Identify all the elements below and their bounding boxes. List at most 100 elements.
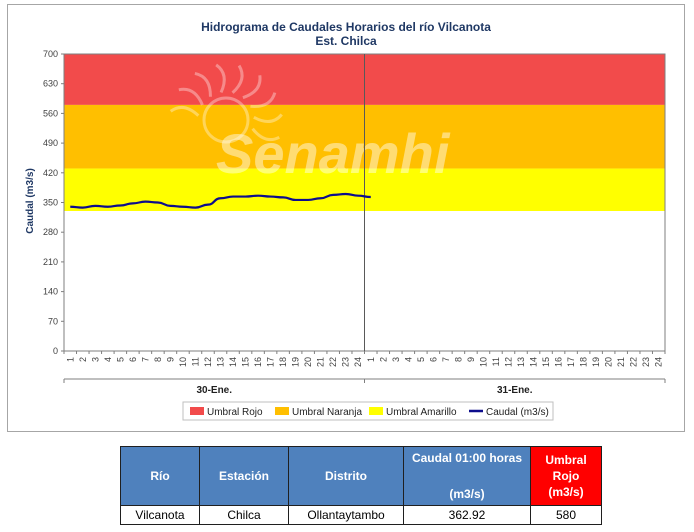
table-row: Vilcanota Chilca Ollantaytambo 362.92 58… — [120, 505, 602, 525]
header-distrito: Distrito — [288, 446, 404, 506]
y-tick-label: 0 — [53, 346, 58, 356]
y-tick-label: 490 — [43, 138, 58, 148]
header-umbral-line2: Rojo — [552, 469, 580, 483]
x-tick-label: 24 — [353, 357, 363, 367]
x-tick-label: 18 — [579, 357, 589, 367]
x-tick-label: 6 — [128, 357, 138, 362]
x-tick-label: 5 — [115, 357, 125, 362]
header-caudal: Caudal 01:00 horas (m3/s) — [403, 446, 531, 506]
x-tick-label: 3 — [391, 357, 401, 362]
cell-rio: Vilcanota — [120, 505, 200, 525]
y-tick-label: 630 — [43, 79, 58, 89]
x-tick-label: 23 — [641, 357, 651, 367]
y-tick-label: 280 — [43, 227, 58, 237]
day-label: 31-Ene. — [497, 385, 533, 396]
x-tick-label: 11 — [190, 357, 200, 366]
x-tick-label: 10 — [478, 357, 488, 367]
x-tick-label: 19 — [591, 357, 601, 367]
y-axis-title: Caudal (m3/s) — [25, 168, 36, 234]
legend-label: Umbral Naranja — [292, 407, 362, 418]
x-tick-label: 2 — [378, 357, 388, 362]
watermark-ray — [178, 87, 204, 106]
x-tick-label: 3 — [90, 357, 100, 362]
series-line-caudal — [70, 192, 371, 209]
x-tick-label: 20 — [303, 357, 313, 367]
y-tick-label: 140 — [43, 287, 58, 297]
watermark-ray — [242, 75, 262, 100]
header-caudal-line1: Caudal 01:00 horas — [411, 451, 523, 465]
x-tick-label: 17 — [566, 357, 576, 367]
x-tick-label: 16 — [253, 357, 263, 367]
y-tick-label: 420 — [43, 168, 58, 178]
chart-title: Hidrograma de Caudales Horarios del río … — [201, 20, 491, 34]
x-tick-label: 9 — [466, 357, 476, 362]
x-tick-label: 18 — [278, 357, 288, 367]
cell-umbral: 580 — [530, 505, 602, 525]
watermark-ray — [231, 64, 244, 94]
x-tick-label: 9 — [165, 357, 175, 362]
header-umbral: Umbral Rojo (m3/s) — [530, 446, 602, 506]
x-tick-label: 4 — [103, 357, 113, 362]
watermark-ray — [251, 127, 280, 142]
x-tick-label: 12 — [503, 357, 513, 367]
x-tick-label: 19 — [291, 357, 301, 367]
watermark-sun-core — [202, 96, 250, 144]
legend-swatch — [275, 407, 289, 415]
x-tick-label: 5 — [416, 357, 426, 362]
header-caudal-line2: (m3/s) — [449, 487, 485, 501]
x-tick-label: 11 — [491, 357, 501, 366]
x-tick-label: 1 — [366, 357, 376, 362]
x-tick-label: 1 — [65, 357, 75, 362]
y-tick-label: 350 — [43, 198, 58, 208]
header-estacion: Estación — [199, 446, 289, 506]
x-tick-label: 15 — [541, 357, 551, 367]
day-label: 30-Ene. — [196, 385, 232, 396]
x-tick-label: 16 — [554, 357, 564, 367]
watermark-ray — [194, 71, 212, 97]
legend-label: Caudal (m3/s) — [486, 407, 549, 418]
x-tick-label: 4 — [403, 357, 413, 362]
x-tick-label: 21 — [316, 357, 326, 367]
x-tick-label: 10 — [178, 357, 188, 367]
y-tick-label: 70 — [48, 316, 58, 326]
x-tick-label: 12 — [203, 357, 213, 367]
watermark-ray — [215, 63, 226, 94]
x-tick-label: 17 — [266, 357, 276, 367]
cell-estacion: Chilca — [199, 505, 289, 525]
header-umbral-line3: (m3/s) — [548, 485, 584, 499]
watermark-ray — [250, 92, 277, 109]
x-tick-label: 7 — [441, 357, 451, 362]
x-tick-label: 24 — [654, 357, 664, 367]
header-umbral-line1: Umbral — [545, 453, 587, 467]
x-tick-label: 7 — [140, 357, 150, 362]
chart-frame: Hidrograma de Caudales Horarios del río … — [7, 4, 685, 432]
cell-caudal: 362.92 — [403, 505, 531, 525]
y-tick-label: 560 — [43, 108, 58, 118]
x-tick-label: 23 — [341, 357, 351, 367]
legend-label: Umbral Rojo — [207, 407, 263, 418]
cell-distrito: Ollantaytambo — [288, 505, 404, 525]
y-tick-label: 700 — [43, 49, 58, 59]
legend-box — [182, 401, 554, 421]
watermark-text: Senamhi — [216, 122, 451, 185]
x-tick-label: 14 — [228, 357, 238, 367]
x-tick-label: 2 — [78, 357, 88, 362]
senamhi-watermark: Senamhi — [169, 63, 451, 185]
hydrograph-chart: Hidrograma de Caudales Horarios del río … — [25, 20, 666, 421]
chart-legend: Umbral Rojo Umbral Naranja Umbral Amarillo… — [182, 401, 554, 421]
chart-subtitle: Est. Chilca — [315, 34, 377, 48]
chart-series — [70, 192, 371, 209]
watermark-ray — [253, 113, 283, 123]
x-tick-label: 8 — [453, 357, 463, 362]
y-tick-label: 210 — [43, 257, 58, 267]
legend-swatch — [190, 407, 204, 415]
x-tick-label: 21 — [616, 357, 626, 367]
x-tick-label: 20 — [604, 357, 614, 367]
x-tick-label: 8 — [153, 357, 163, 362]
x-tick-label: 22 — [629, 357, 639, 367]
x-tick-label: 15 — [241, 357, 251, 367]
station-info-table: Río Estación Distrito Caudal 01:00 horas… — [120, 446, 602, 525]
legend-label: Umbral Amarillo — [386, 407, 457, 418]
x-tick-label: 13 — [516, 357, 526, 367]
